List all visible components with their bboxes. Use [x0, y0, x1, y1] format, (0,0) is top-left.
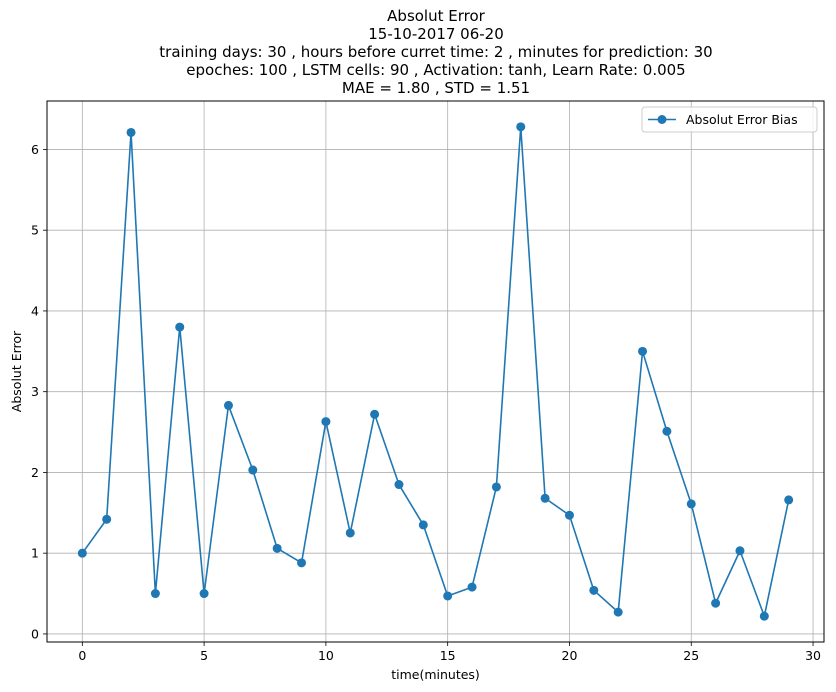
legend-label: Absolut Error Bias	[686, 112, 798, 127]
grid	[47, 101, 824, 642]
legend-marker	[657, 115, 667, 124]
data-point	[223, 400, 233, 410]
data-point	[467, 582, 477, 592]
x-tick-label: 25	[683, 648, 699, 663]
data-point	[150, 589, 160, 599]
data-point	[175, 322, 185, 332]
data-point	[126, 127, 136, 137]
y-tick-label: 4	[31, 303, 39, 318]
series-layer	[77, 122, 794, 621]
data-point	[711, 598, 721, 608]
data-point	[686, 499, 696, 509]
data-point	[564, 510, 574, 520]
y-axis-label: Absolut Error	[9, 330, 24, 412]
y-tick-label: 5	[31, 223, 39, 238]
y-tick-label: 0	[31, 626, 39, 641]
title-line-3: training days: 30 , hours before curret …	[159, 43, 712, 61]
data-point	[102, 514, 112, 524]
legend-box	[641, 106, 818, 133]
x-tick-label: 20	[562, 648, 578, 663]
title-line-2: 15-10-2017 06-20	[368, 25, 504, 43]
x-tick-label: 10	[318, 648, 334, 663]
data-point	[321, 417, 331, 427]
y-tick-label: 6	[31, 142, 39, 157]
data-point	[370, 409, 380, 419]
data-point	[662, 426, 672, 436]
x-tick-label: 5	[200, 648, 208, 663]
data-point	[638, 346, 648, 356]
data-point	[248, 465, 258, 475]
x-tick-label: 15	[440, 648, 456, 663]
ticks: 0 5 10 15 20 25 30 0 1 2 3 4 5 6	[31, 142, 821, 663]
title-line-4: epoches: 100 , LSTM cells: 90 , Activati…	[186, 61, 685, 79]
y-tick-label: 3	[31, 384, 39, 399]
data-point	[443, 591, 453, 601]
x-tick-label: 30	[805, 648, 821, 663]
data-point	[784, 495, 794, 505]
legend: Absolut Error Bias	[641, 106, 818, 133]
title-line-1: Absolut Error	[387, 7, 485, 25]
data-point	[394, 480, 404, 490]
data-point	[735, 546, 745, 556]
data-point	[418, 520, 428, 530]
data-point	[297, 558, 307, 568]
data-point	[272, 543, 282, 553]
y-tick-label: 1	[31, 546, 39, 561]
data-point	[77, 548, 87, 558]
data-point	[345, 528, 355, 538]
data-point	[613, 607, 623, 617]
data-point	[516, 122, 526, 132]
plot-frame	[46, 100, 825, 643]
data-point	[759, 611, 769, 621]
title-line-5: MAE = 1.80 , STD = 1.51	[342, 79, 530, 97]
series-line	[81, 126, 790, 617]
data-point	[199, 589, 209, 599]
data-point	[589, 585, 599, 595]
chart-title: Absolut Error 15-10-2017 06-20 training …	[159, 7, 712, 97]
y-tick-label: 2	[31, 465, 39, 480]
x-tick-label: 0	[78, 648, 86, 663]
x-axis-label: time(minutes)	[391, 667, 480, 682]
data-point	[491, 482, 501, 492]
data-point	[540, 493, 550, 503]
